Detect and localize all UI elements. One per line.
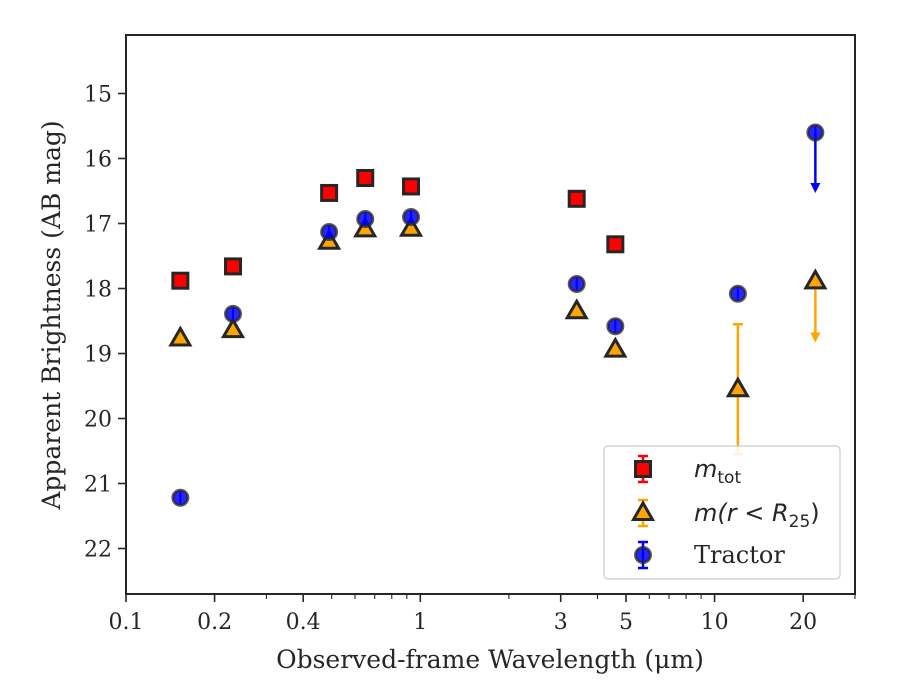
legend-box: [603, 445, 841, 580]
data-point-triangle: [564, 298, 589, 320]
plot-frame: [125, 34, 856, 595]
upper-limit-arrow: [810, 281, 821, 343]
data-point-circle: [567, 274, 586, 293]
legend-entry: Tractor: [634, 540, 785, 570]
y-tick-label: 19: [84, 343, 112, 368]
y-tick-label: 15: [84, 83, 112, 108]
legend-label: mtot: [694, 455, 741, 488]
data-point-circle: [728, 284, 747, 303]
y-tick-label: 18: [84, 278, 112, 303]
y-tick-label: 16: [84, 148, 112, 173]
axes: 0.1 0.2 0.4 1 3 5 10 20 15 16 17 18 19 20 21 22: [84, 34, 856, 635]
upper-limit-head: [810, 183, 821, 193]
x-tick-label: 0.1: [109, 610, 144, 635]
data-point-circle: [356, 209, 375, 228]
x-tick-label: 20: [789, 610, 817, 635]
x-tick-label: 1: [413, 610, 427, 635]
series-triangle: [168, 215, 828, 456]
legend-label: Tractor: [694, 541, 785, 569]
y-tick-label: 20: [84, 408, 112, 433]
x-tick-label: 3: [554, 610, 568, 635]
data-point-square: [320, 183, 339, 202]
legend: mtot m(r < R25) Tractor: [603, 445, 841, 580]
data-point-square: [402, 177, 421, 196]
data-point-square: [606, 235, 625, 254]
y-axis-label: Apparent Brightness (AB mag): [37, 120, 66, 510]
series-circle: [171, 123, 825, 507]
legend-entry: mtot: [634, 454, 741, 488]
data-point-triangle: [398, 215, 424, 237]
x-tick-label: 0.4: [286, 610, 321, 635]
data-point-circle: [224, 304, 243, 323]
series-square: [171, 169, 625, 290]
upper-limit-arrow: [810, 132, 821, 193]
legend-label: m(r < R25): [694, 499, 820, 532]
y-tick-label: 22: [84, 538, 112, 563]
legend-marker-triangle: [630, 499, 656, 521]
legend-entry: m(r < R25): [630, 498, 820, 532]
data-point-triangle: [725, 376, 750, 398]
x-tick-label: 10: [701, 610, 729, 635]
plot-data: [168, 123, 828, 507]
upper-limit-head: [810, 332, 821, 343]
y-tick-label: 17: [84, 213, 112, 238]
data-point-square: [224, 257, 243, 276]
data-point-triangle: [220, 317, 246, 339]
legend-marker-circle: [634, 546, 652, 564]
data-point-square: [171, 271, 190, 290]
data-point-circle: [320, 222, 339, 241]
data-point-triangle: [603, 336, 628, 358]
x-axis-label: Observed-frame Wavelength (μm): [276, 645, 704, 674]
data-point-circle: [402, 208, 421, 226]
data-point-circle: [806, 123, 825, 142]
y-tick-label: 21: [84, 473, 112, 498]
data-point-triangle: [803, 268, 828, 290]
legend-marker-square: [634, 460, 652, 478]
x-tick-label: 5: [619, 610, 633, 635]
data-point-square: [356, 169, 375, 187]
data-point-square: [567, 189, 586, 208]
data-point-circle: [171, 488, 190, 507]
x-tick-label: 0.2: [197, 610, 232, 635]
data-point-triangle: [168, 325, 193, 347]
data-point-circle: [606, 317, 625, 336]
